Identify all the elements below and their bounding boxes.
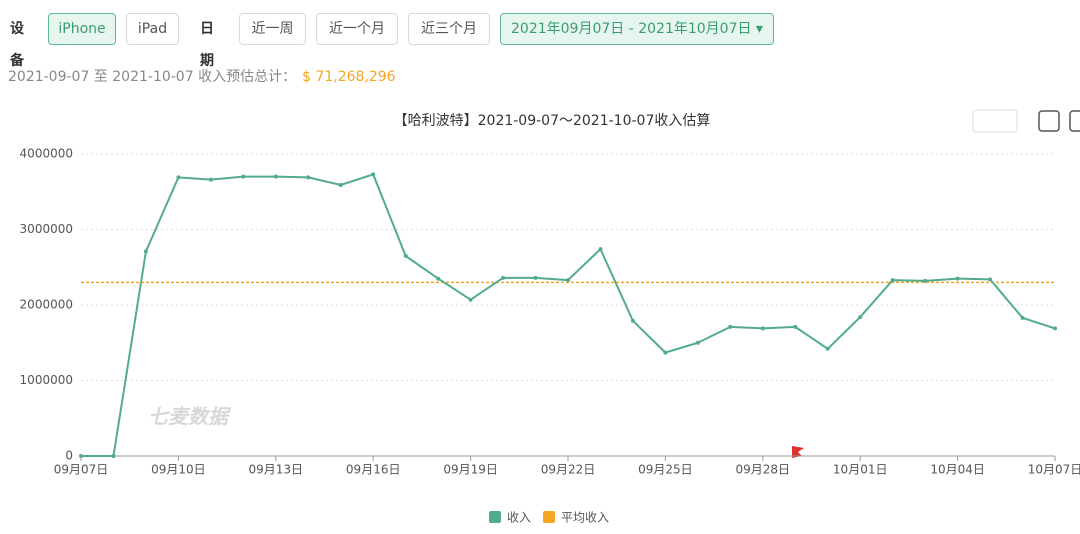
device-label: 设备: [10, 21, 24, 69]
data-point: [208, 177, 213, 182]
data-point: [533, 275, 538, 280]
data-point: [890, 278, 895, 283]
data-point: [241, 174, 246, 179]
date-range-text: 2021年09月07日 - 2021年10月07日: [511, 21, 752, 37]
summary: 2021-09-07 至 2021-10-07 收入预估总计： $ 71,268,…: [8, 66, 396, 86]
device-button[interactable]: iPhone: [48, 13, 116, 45]
date-range-picker[interactable]: 2021年09月07日 - 2021年10月07日 ▾: [500, 13, 774, 45]
date-label: 日期: [200, 21, 214, 69]
x-tick-label: 10月01日: [833, 463, 888, 477]
range-button[interactable]: 近一个月: [316, 13, 398, 45]
data-point: [923, 278, 928, 283]
legend-swatch: [489, 511, 501, 523]
x-tick-label: 09月25日: [638, 463, 693, 477]
x-tick-label: 09月13日: [249, 463, 304, 477]
export-icon[interactable]: [1069, 110, 1080, 132]
data-point: [598, 247, 603, 252]
data-point: [793, 324, 798, 329]
data-point: [403, 253, 408, 258]
data-point: [371, 172, 376, 177]
data-point: [143, 249, 148, 254]
x-tick-label: 09月10日: [151, 463, 206, 477]
y-tick-label: 2000000: [20, 298, 73, 312]
legend-swatch: [543, 511, 555, 523]
data-point: [566, 278, 570, 283]
x-tick-label: 10月04日: [930, 463, 985, 477]
legend-label: 平均收入: [561, 511, 609, 525]
range-button[interactable]: 近一周: [239, 13, 306, 45]
toggle[interactable]: [972, 109, 1018, 133]
data-point: [955, 276, 960, 281]
save-image-icon[interactable]: [1038, 110, 1060, 132]
data-point: [630, 318, 635, 323]
event-flag[interactable]: [792, 446, 804, 458]
chart-title: 【哈利波特】2021-09-07～2021-10-07收入估算: [394, 113, 711, 129]
y-tick-label: 1000000: [20, 373, 73, 387]
data-point: [79, 454, 83, 458]
data-point: [695, 340, 700, 345]
data-point: [1020, 315, 1025, 320]
x-tick-label: 09月28日: [736, 463, 791, 477]
data-point: [663, 350, 668, 355]
data-point: [468, 297, 473, 302]
x-tick-label: 09月22日: [541, 463, 596, 477]
data-point: [306, 175, 311, 180]
data-point: [501, 275, 506, 280]
data-point: [728, 324, 733, 329]
x-tick-label: 09月16日: [346, 463, 401, 477]
data-point: [273, 174, 278, 179]
x-tick-label: 09月07日: [54, 463, 109, 477]
data-point: [760, 326, 765, 331]
data-point: [436, 276, 441, 281]
range-button[interactable]: 近三个月: [408, 13, 490, 45]
data-point: [858, 315, 863, 320]
data-point: [988, 277, 993, 282]
legend-label: 收入: [507, 511, 531, 525]
data-point: [825, 346, 830, 351]
data-point: [338, 182, 343, 187]
summary-total: $ 71,268,296: [302, 69, 396, 85]
x-tick-label: 10月07日: [1028, 463, 1080, 477]
data-point: [176, 175, 181, 180]
y-tick-label: 0: [65, 449, 73, 463]
data-point: [1053, 326, 1057, 331]
summary-text: 2021-09-07 至 2021-10-07 收入预估总计：: [8, 69, 297, 85]
data-point: [111, 454, 116, 458]
x-tick-label: 09月19日: [443, 463, 498, 477]
y-tick-label: 4000000: [20, 147, 73, 161]
watermark: 七麦数据: [148, 405, 231, 429]
device-button[interactable]: iPad: [126, 13, 179, 45]
y-tick-label: 3000000: [20, 222, 73, 236]
